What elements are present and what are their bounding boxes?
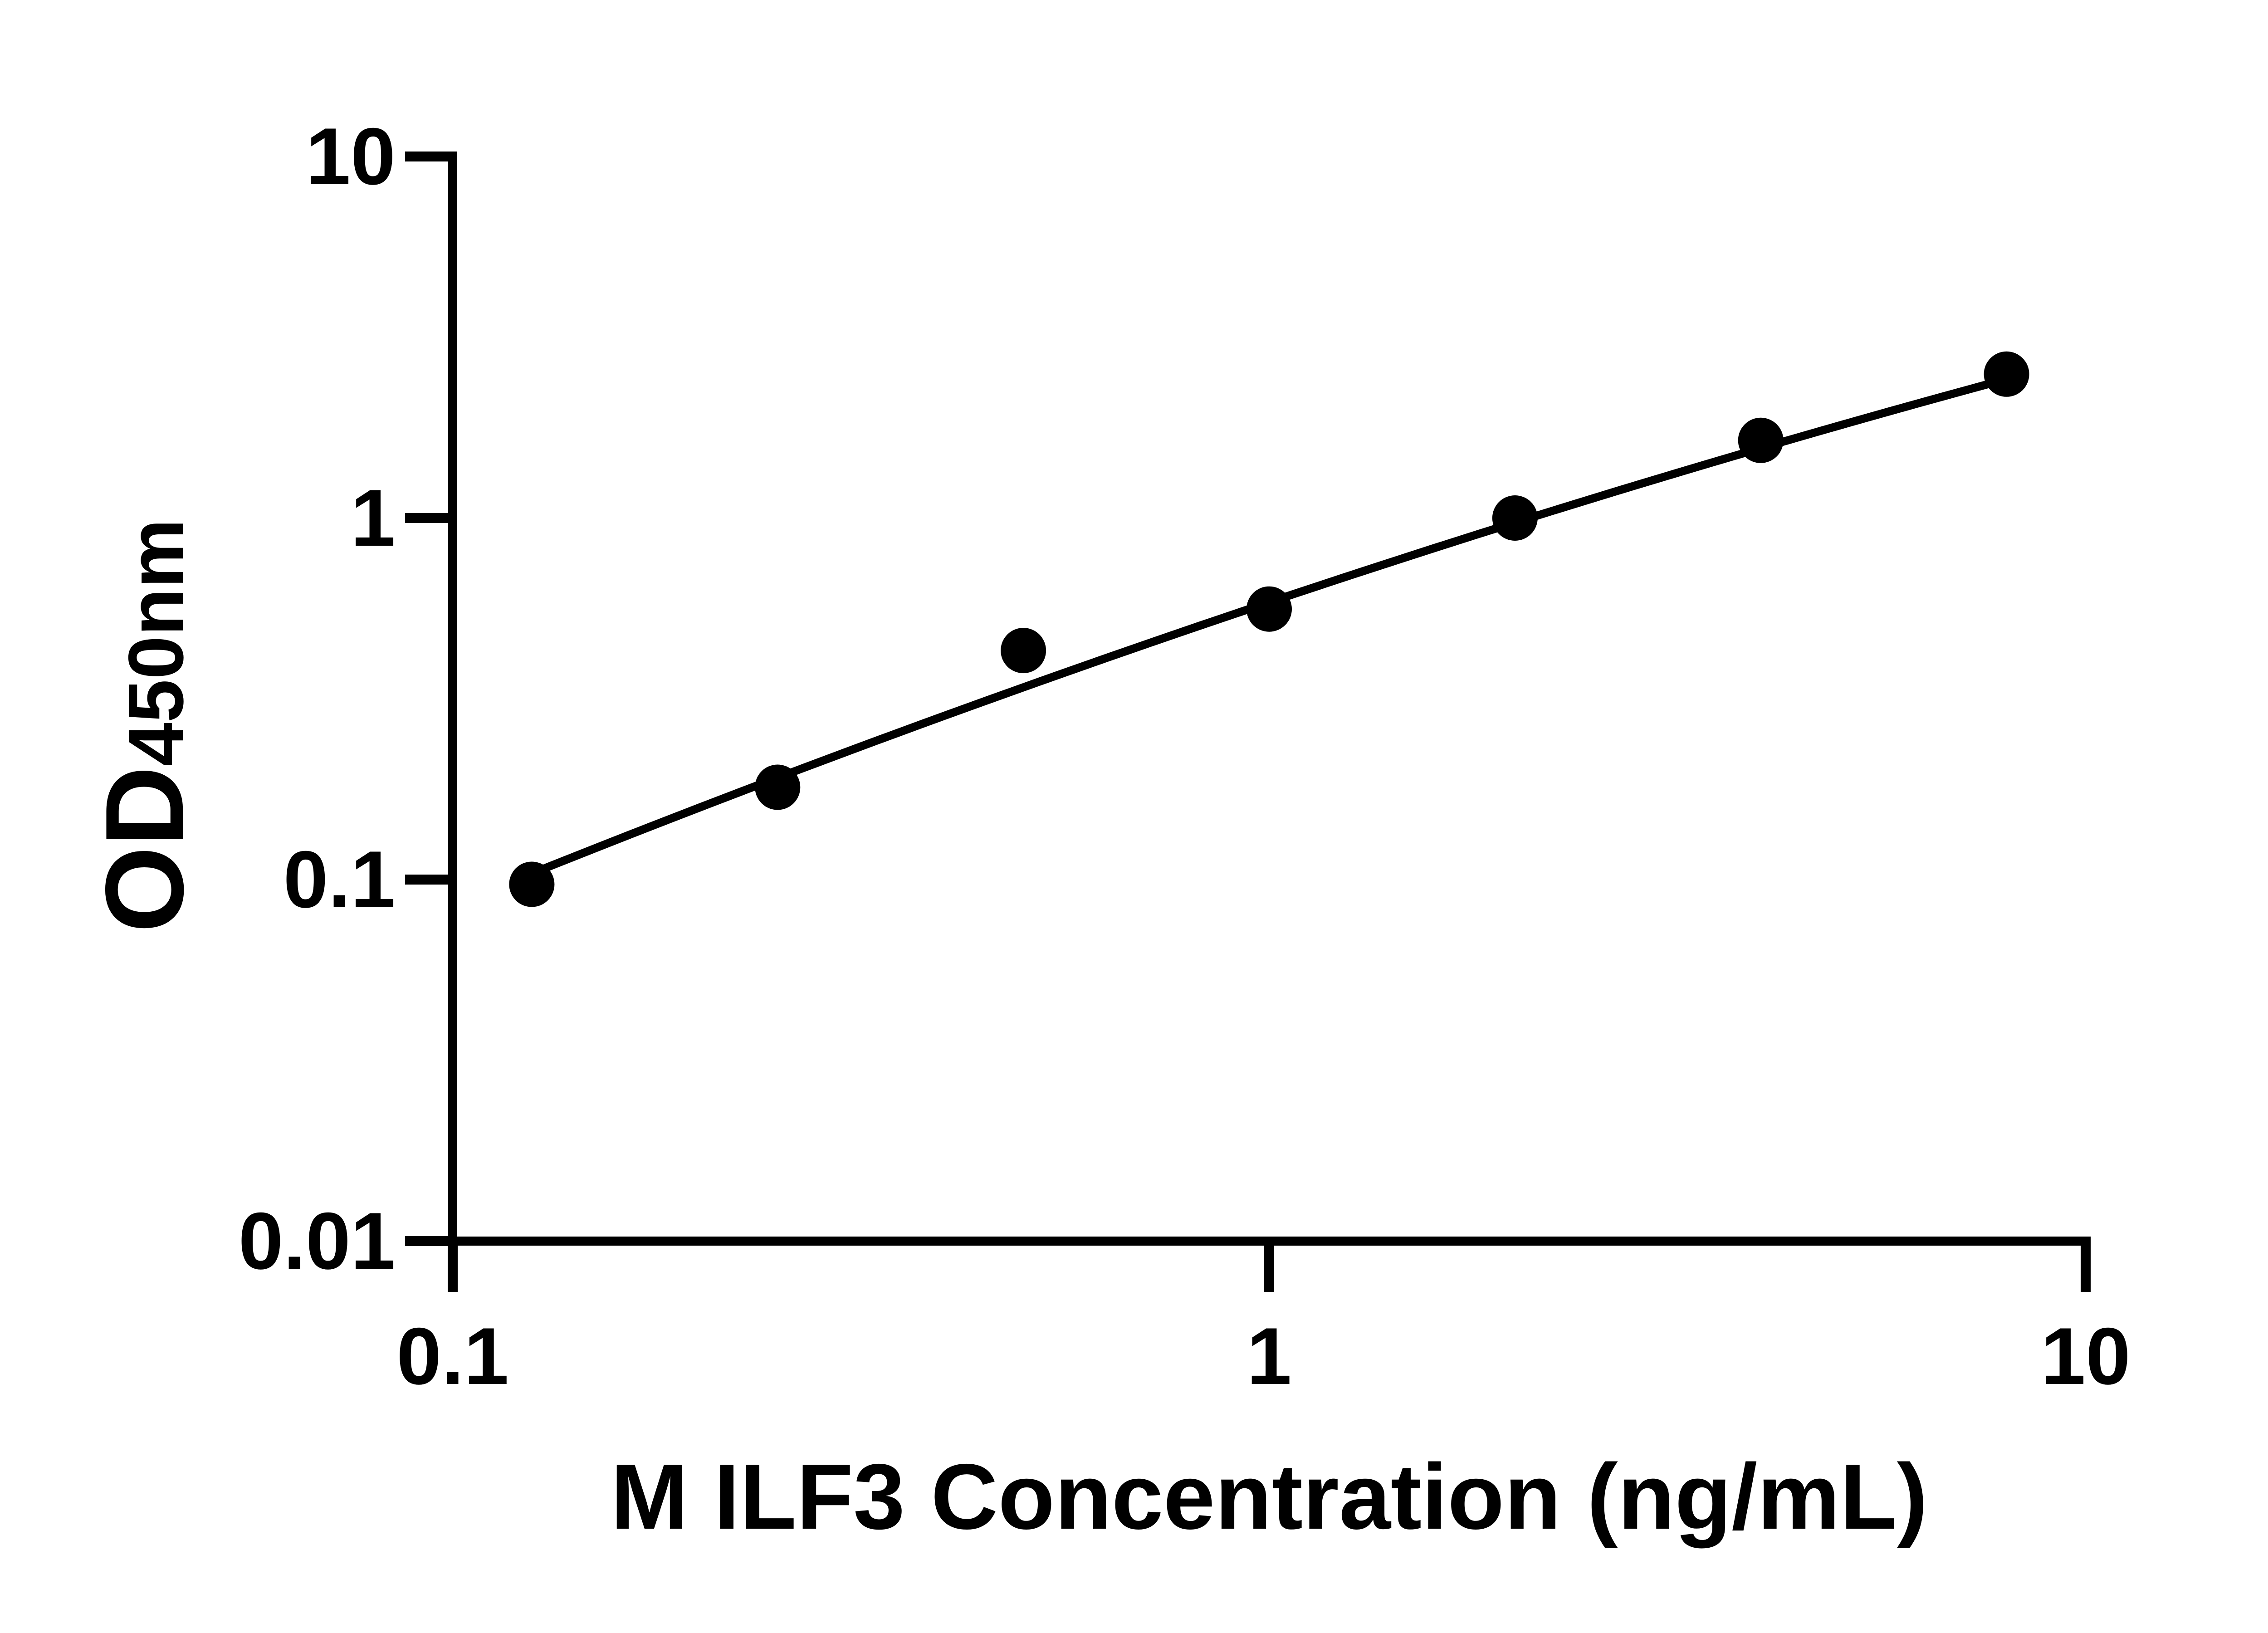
data-point	[1246, 586, 1292, 632]
y-axis-title: OD450nm	[80, 519, 208, 933]
x-axis-title: M ILF3 Concentration (ng/mL)	[611, 1445, 1928, 1549]
y-tick-label: 10	[306, 111, 396, 201]
x-tick-label: 0.1	[396, 1311, 509, 1401]
y-tick-label: 0.1	[283, 834, 396, 924]
y-tick-label: 1	[351, 473, 396, 563]
y-axis-title-subscript: 450nm	[112, 518, 200, 766]
data-point	[1984, 351, 2029, 397]
data-point	[1492, 495, 1538, 541]
data-point	[1738, 417, 1784, 463]
data-point	[755, 764, 801, 810]
y-tick-label: 0.01	[238, 1196, 396, 1286]
y-axis-title-main: OD	[82, 766, 206, 933]
x-tick-label: 1	[1246, 1311, 1292, 1401]
data-point	[1001, 628, 1046, 674]
x-tick-label: 10	[2041, 1311, 2131, 1401]
data-point	[509, 861, 555, 907]
